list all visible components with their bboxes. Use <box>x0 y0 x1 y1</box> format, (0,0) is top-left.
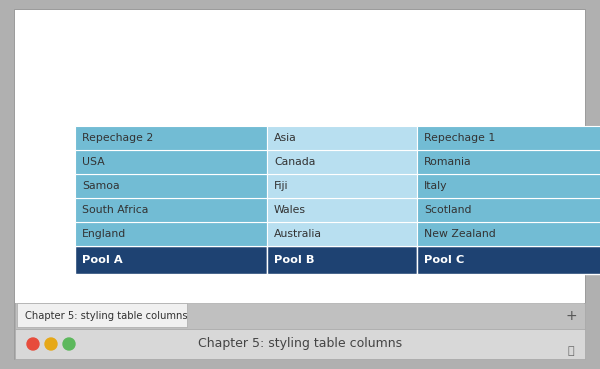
Bar <box>75 126 267 150</box>
Text: Asia: Asia <box>274 133 297 143</box>
Text: Fiji: Fiji <box>274 181 289 191</box>
Text: England: England <box>82 229 126 239</box>
Bar <box>267 198 417 222</box>
Bar <box>15 303 585 329</box>
Text: New Zealand: New Zealand <box>424 229 496 239</box>
Bar <box>15 329 585 359</box>
Circle shape <box>45 338 57 350</box>
Bar <box>75 222 267 246</box>
Bar <box>267 126 417 150</box>
Bar <box>267 246 417 274</box>
Text: Chapter 5: styling table columns: Chapter 5: styling table columns <box>198 338 402 351</box>
Text: Samoa: Samoa <box>82 181 119 191</box>
Bar <box>15 10 585 303</box>
Text: Repechage 2: Repechage 2 <box>82 133 153 143</box>
Bar <box>75 150 267 174</box>
Bar <box>267 222 417 246</box>
Bar <box>75 198 267 222</box>
Text: Repechage 1: Repechage 1 <box>424 133 495 143</box>
Bar <box>417 246 600 274</box>
Text: Pool C: Pool C <box>424 255 464 265</box>
Text: Chapter 5: styling table columns: Chapter 5: styling table columns <box>25 311 188 321</box>
Text: Scotland: Scotland <box>424 205 472 215</box>
Text: ⤢: ⤢ <box>568 346 574 356</box>
Bar <box>267 150 417 174</box>
Circle shape <box>63 338 75 350</box>
Text: South Africa: South Africa <box>82 205 148 215</box>
Bar <box>75 174 267 198</box>
Bar <box>417 150 600 174</box>
Bar <box>417 222 600 246</box>
Bar <box>75 246 267 274</box>
Text: Canada: Canada <box>274 157 316 167</box>
Bar <box>417 198 600 222</box>
Bar <box>417 174 600 198</box>
Text: USA: USA <box>82 157 105 167</box>
Text: Wales: Wales <box>274 205 306 215</box>
Bar <box>17 303 187 327</box>
Bar <box>417 126 600 150</box>
Text: Italy: Italy <box>424 181 448 191</box>
Text: Romania: Romania <box>424 157 472 167</box>
Bar <box>267 174 417 198</box>
Text: +: + <box>565 309 577 323</box>
Text: Australia: Australia <box>274 229 322 239</box>
Circle shape <box>27 338 39 350</box>
Text: Pool B: Pool B <box>274 255 314 265</box>
Text: Pool A: Pool A <box>82 255 122 265</box>
